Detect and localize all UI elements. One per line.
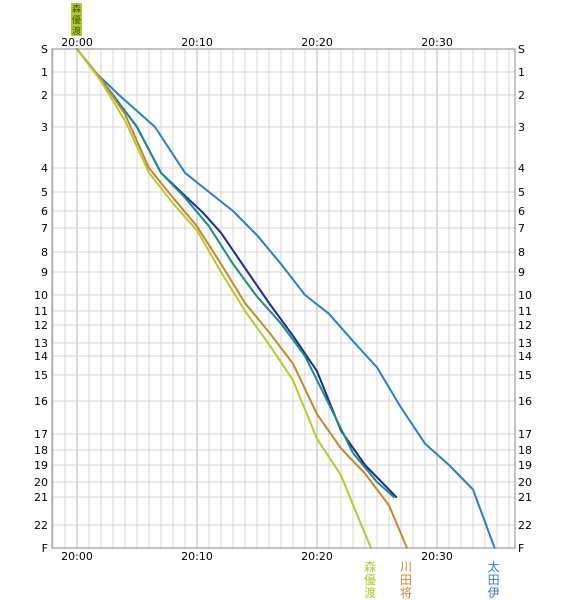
legend-label-char: 伊	[488, 586, 500, 600]
y-tick-label-right: 14	[518, 350, 532, 363]
plot-border	[51, 48, 516, 549]
legend-label-char: 田	[488, 573, 500, 587]
y-tick-label-right: 2	[518, 89, 525, 102]
x-tick-label-top: 20:10	[181, 36, 213, 49]
y-tick-label-left: 5	[41, 186, 48, 199]
series-line-5	[76, 48, 372, 549]
corner-logo: 森優渡	[71, 3, 82, 37]
y-tick-label-left: 11	[34, 305, 48, 318]
y-tick-label-left: 4	[41, 162, 48, 175]
y-tick-label-left: 21	[34, 491, 48, 504]
y-tick-label-left: 3	[41, 121, 48, 134]
series-line-2	[76, 48, 395, 498]
legend-label-char: 川	[400, 560, 412, 574]
y-tick-label-right: 17	[518, 428, 532, 441]
y-tick-label-left: 1	[41, 66, 48, 79]
y-tick-label-left: F	[42, 542, 48, 555]
y-tick-label-left: 8	[41, 246, 48, 259]
x-tick-label-bottom: 20:20	[301, 550, 333, 563]
y-tick-label-right: 4	[518, 162, 525, 175]
y-tick-label-left: 10	[34, 289, 48, 302]
y-tick-label-left: 19	[34, 459, 48, 472]
logo-char: 渡	[72, 25, 81, 37]
y-tick-label-right: 21	[518, 491, 532, 504]
y-tick-label-left: 22	[34, 519, 48, 532]
y-tick-label-right: 5	[518, 186, 525, 199]
legend-label-char: 太	[488, 559, 500, 574]
y-tick-label-right: 18	[518, 444, 532, 457]
legend-label-char: 渡	[364, 585, 376, 600]
logo-char: 優	[72, 14, 81, 26]
x-tick-label-bottom: 20:10	[181, 550, 213, 563]
x-axis: 20:00 20:00 20:10 20:10 20:20 20:20 20:30 20:30	[61, 36, 453, 563]
legend-label-char: 森	[364, 559, 376, 574]
x-tick-label-bottom: 20:30	[421, 550, 453, 563]
y-tick-label-right: 8	[518, 246, 525, 259]
logo-char: 森	[72, 3, 81, 15]
y-tick-label-right: 7	[518, 222, 525, 235]
series-line-3	[76, 48, 496, 549]
y-tick-label-right: 9	[518, 266, 525, 279]
y-tick-label-left: 17	[34, 428, 48, 441]
y-tick-label-right: 10	[518, 289, 532, 302]
y-tick-label-left: 18	[34, 444, 48, 457]
y-tick-label-left: 12	[34, 319, 48, 332]
y-tick-label-left: 13	[34, 337, 48, 350]
plot-frame	[51, 48, 516, 549]
y-tick-label-right: 19	[518, 459, 532, 472]
y-tick-label-left: 15	[34, 369, 48, 382]
y-tick-label-left: S	[41, 43, 48, 56]
y-tick-label-right: 16	[518, 395, 532, 408]
x-tick-label-top: 20:20	[301, 36, 333, 49]
y-tick-label-left: 20	[34, 476, 48, 489]
logo-badge	[71, 3, 82, 36]
series-line-4	[76, 48, 408, 549]
y-tick-label-left: 16	[34, 395, 48, 408]
y-tick-label-left: 2	[41, 89, 48, 102]
y-tick-label-right: 13	[518, 337, 532, 350]
y-tick-label-left: 9	[41, 266, 48, 279]
x-tick-label-bottom: 20:00	[61, 550, 93, 563]
legend-label-char: 優	[364, 573, 376, 587]
y-tick-label-right: 1	[518, 66, 525, 79]
y-tick-label-right: 15	[518, 369, 532, 382]
y-tick-label-left: 7	[41, 222, 48, 235]
y-tick-label-right: 12	[518, 319, 532, 332]
x-tick-label-top: 20:30	[421, 36, 453, 49]
y-tick-label-right: 22	[518, 519, 532, 532]
y-tick-label-right: F	[518, 542, 524, 555]
y-tick-label-right: 6	[518, 205, 525, 218]
y-tick-label-right: 11	[518, 305, 532, 318]
legend-label-char: 田	[400, 573, 412, 587]
grid	[52, 49, 515, 548]
y-tick-label-right: 3	[518, 121, 525, 134]
series-layer	[76, 48, 496, 549]
y-tick-label-left: 14	[34, 350, 48, 363]
y-tick-label-right: 20	[518, 476, 532, 489]
legend-label-char: 将	[400, 586, 412, 600]
y-tick-label-left: 6	[41, 205, 48, 218]
x-tick-label-top: 20:00	[61, 36, 93, 49]
y-tick-label-right: S	[518, 43, 525, 56]
